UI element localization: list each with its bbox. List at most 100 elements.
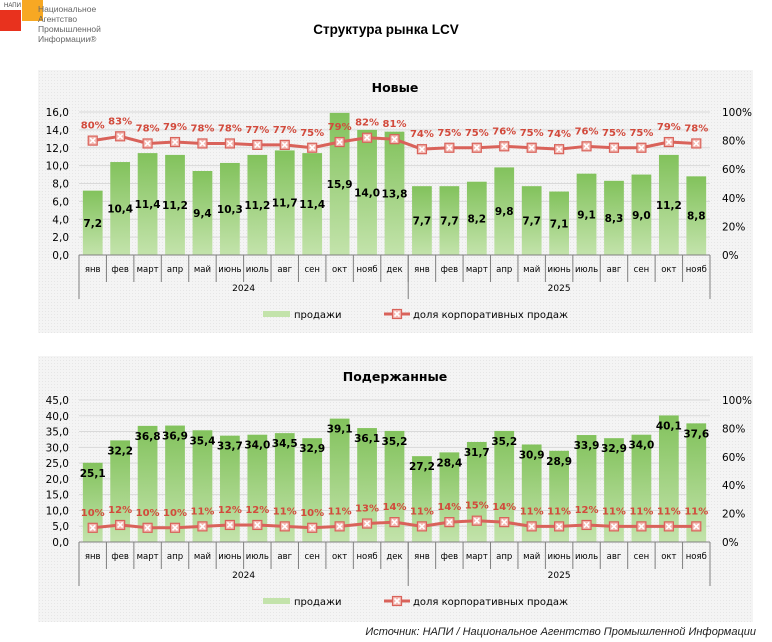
share-value-label: 77% bbox=[273, 125, 297, 136]
y-tick-label: 0,0 bbox=[52, 250, 69, 262]
category-label: сен bbox=[634, 552, 649, 562]
line-marker-cross bbox=[199, 140, 206, 147]
group-label: 2025 bbox=[548, 571, 571, 581]
bar bbox=[192, 170, 213, 255]
bar bbox=[110, 440, 131, 542]
logo-line: Агентство bbox=[38, 14, 78, 24]
bar bbox=[82, 190, 103, 255]
bar bbox=[165, 154, 185, 255]
line-marker-cross bbox=[226, 140, 233, 147]
bar-value-label: 7,7 bbox=[522, 216, 541, 228]
share-value-label: 11% bbox=[520, 506, 544, 517]
logo-line: Национальное bbox=[38, 4, 97, 14]
bar bbox=[576, 173, 597, 255]
bar bbox=[576, 435, 597, 542]
line-marker-cross bbox=[638, 523, 645, 530]
bar-value-label: 28,4 bbox=[436, 457, 462, 469]
group-label: 2024 bbox=[232, 284, 255, 294]
line-marker-cross bbox=[418, 523, 426, 530]
legend-label-sales: продажи bbox=[294, 310, 342, 321]
bar-value-label: 30,9 bbox=[519, 449, 545, 461]
bar-value-label: 8,3 bbox=[605, 213, 624, 225]
bar bbox=[220, 162, 240, 255]
line-marker-cross bbox=[501, 143, 508, 150]
bar bbox=[329, 418, 350, 542]
line-marker-cross bbox=[171, 138, 179, 146]
share-value-label: 11% bbox=[684, 506, 708, 517]
y-tick-label: 4,0 bbox=[52, 214, 69, 226]
share-value-label: 77% bbox=[245, 125, 269, 136]
category-label: дек bbox=[386, 265, 402, 275]
y2-tick-label: 60% bbox=[722, 452, 745, 464]
bar bbox=[329, 112, 350, 255]
chart-new-svg: Новые 0,0 2,0 4,0 6,0 8,0 10,0 12,0 14,0 16,0 0% 20… bbox=[46, 80, 752, 321]
line-marker-cross bbox=[528, 523, 535, 530]
share-value-label: 78% bbox=[218, 123, 242, 134]
share-value-label: 75% bbox=[300, 128, 324, 139]
bar-value-label: 34,0 bbox=[244, 440, 270, 452]
bar-value-label: 35,2 bbox=[382, 436, 408, 448]
line-marker-cross bbox=[309, 144, 316, 151]
category-label: авг bbox=[277, 265, 292, 275]
share-value-label: 10% bbox=[163, 508, 187, 519]
share-value-label: 15% bbox=[465, 501, 489, 512]
share-value-label: 10% bbox=[81, 508, 105, 519]
share-value-label: 83% bbox=[108, 116, 132, 127]
y-tick-label: 35,0 bbox=[46, 427, 69, 439]
share-value-label: 75% bbox=[629, 128, 653, 139]
y-tick-label: 10,0 bbox=[46, 161, 69, 173]
bar-value-label: 9,8 bbox=[495, 206, 514, 218]
category-label: март bbox=[466, 552, 488, 562]
share-value-label: 78% bbox=[136, 123, 160, 134]
napi-logo: НАПИ Национальное Агентство Промышленной… bbox=[0, 0, 101, 56]
bar bbox=[412, 186, 432, 255]
bar-value-label: 11,2 bbox=[162, 200, 188, 212]
category-label: июнь bbox=[547, 552, 570, 562]
category-label: сен bbox=[634, 265, 649, 275]
logo-orange-square bbox=[22, 0, 43, 21]
y2-tick-label: 20% bbox=[722, 509, 745, 521]
category-label: янв bbox=[414, 552, 430, 562]
bar-value-label: 40,1 bbox=[656, 420, 682, 432]
line-marker-cross bbox=[473, 517, 480, 524]
bar-value-label: 35,2 bbox=[491, 436, 517, 448]
category-label: фев bbox=[111, 265, 129, 275]
y-tick-label: 12,0 bbox=[46, 143, 69, 155]
page-title: Структура рынка LCV bbox=[313, 22, 459, 37]
logo-red-square bbox=[0, 10, 21, 31]
bar-value-label: 11,4 bbox=[299, 199, 325, 211]
category-label: окт bbox=[661, 265, 676, 275]
bar bbox=[137, 425, 158, 542]
share-value-label: 12% bbox=[218, 505, 242, 516]
category-label: июль bbox=[575, 265, 598, 275]
legend-marker-cross bbox=[393, 597, 401, 605]
bar-value-label: 36,9 bbox=[162, 431, 188, 443]
y2-tick-label: 40% bbox=[722, 480, 745, 492]
y2-tick-label: 80% bbox=[722, 423, 745, 435]
y2-tick-label: 60% bbox=[722, 164, 745, 176]
share-value-label: 14% bbox=[492, 502, 516, 513]
legend-swatch-bars bbox=[263, 598, 290, 604]
chart-panel-used: Подержанные 0,0 5,0 10,0 15,0 20,0 25,0 30,0 35,… bbox=[38, 356, 753, 622]
category-label: авг bbox=[277, 552, 292, 562]
line-marker-cross bbox=[117, 521, 124, 529]
bar-value-label: 9,0 bbox=[632, 210, 651, 222]
line-marker-cross bbox=[391, 136, 398, 143]
bar bbox=[384, 131, 405, 255]
line-marker-cross bbox=[144, 140, 151, 147]
bar bbox=[357, 428, 377, 542]
share-value-label: 11% bbox=[547, 506, 571, 517]
bar bbox=[274, 150, 295, 255]
line-marker-cross bbox=[610, 144, 618, 151]
share-value-label: 74% bbox=[547, 129, 571, 140]
share-value-label: 10% bbox=[300, 508, 324, 519]
share-value-label: 11% bbox=[629, 506, 653, 517]
line-marker-cross bbox=[693, 140, 700, 147]
share-value-label: 14% bbox=[383, 502, 407, 513]
bar-value-label: 14,0 bbox=[354, 187, 380, 199]
bar-value-label: 39,1 bbox=[327, 424, 353, 436]
bar-value-label: 15,9 bbox=[327, 179, 353, 191]
category-label: май bbox=[194, 265, 211, 275]
bar-value-label: 9,1 bbox=[577, 209, 596, 221]
y2-tick-label: 40% bbox=[722, 193, 745, 205]
